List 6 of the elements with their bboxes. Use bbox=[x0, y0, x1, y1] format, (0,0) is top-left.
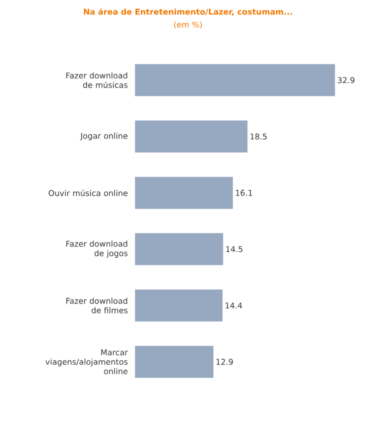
bar bbox=[135, 176, 233, 209]
bar bbox=[135, 346, 214, 378]
bar bbox=[135, 120, 248, 152]
bar bbox=[135, 289, 223, 322]
bar bbox=[135, 233, 224, 266]
bar bbox=[135, 64, 336, 96]
